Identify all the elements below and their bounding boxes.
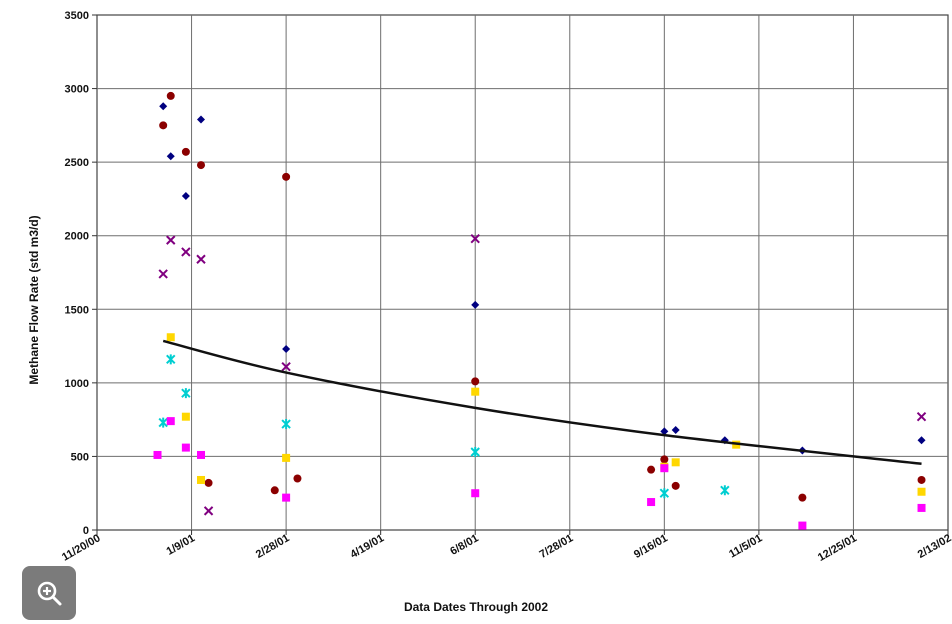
- y-tick-label: 2000: [65, 231, 89, 243]
- y-tick-label: 1500: [65, 304, 89, 316]
- data-point: [281, 361, 291, 372]
- y-tick-label: 500: [71, 451, 89, 463]
- data-point: [917, 503, 926, 512]
- trendline: [162, 339, 922, 466]
- data-point: [671, 481, 680, 490]
- data-point: [166, 354, 176, 365]
- data-point: [181, 443, 190, 452]
- data-point: [197, 475, 206, 484]
- data-point: [166, 333, 175, 342]
- data-point: [281, 419, 291, 430]
- y-axis-title: Methane Flow Rate (std m3/d): [27, 215, 41, 385]
- x-tick-label: 2/28/01: [254, 532, 292, 561]
- x-tick-label: 6/8/01: [448, 532, 480, 558]
- data-point: [471, 377, 480, 386]
- data-point: [197, 115, 206, 124]
- data-point: [158, 417, 168, 428]
- y-tick-label: 3000: [65, 84, 89, 96]
- x-tick-label: 1/9/01: [165, 532, 197, 558]
- data-point: [181, 247, 191, 257]
- y-tick-label: 2500: [65, 157, 89, 169]
- data-point: [798, 493, 807, 502]
- plot-area: [96, 14, 949, 531]
- x-axis-title: Data Dates Through 2002: [403, 600, 549, 614]
- x-tick-label: 7/28/01: [537, 532, 575, 561]
- data-point: [720, 485, 730, 496]
- y-tick-label: 1000: [65, 378, 89, 390]
- zoom-in-icon: [37, 581, 62, 606]
- x-tick-label: 12/25/01: [816, 532, 859, 564]
- data-point: [660, 464, 669, 473]
- data-point: [181, 147, 190, 156]
- x-tick-label: 4/19/01: [348, 532, 386, 561]
- data-point: [798, 521, 807, 530]
- data-point: [197, 450, 206, 459]
- data-point: [471, 300, 480, 309]
- data-point: [166, 152, 175, 161]
- data-point: [660, 455, 669, 464]
- x-tick-label: 11/5/01: [727, 532, 764, 560]
- data-point: [282, 493, 291, 502]
- x-tick-label: 9/16/01: [632, 532, 670, 561]
- data-point: [166, 417, 175, 426]
- data-point: [166, 91, 175, 100]
- data-point: [660, 427, 669, 436]
- data-point: [647, 465, 656, 474]
- data-point: [671, 425, 680, 434]
- data-point: [282, 453, 291, 462]
- data-point: [181, 191, 190, 200]
- data-point: [917, 487, 926, 496]
- data-point: [470, 447, 480, 458]
- data-point: [471, 489, 480, 498]
- data-point: [659, 488, 670, 499]
- data-point: [470, 233, 480, 244]
- data-point: [159, 102, 168, 111]
- data-point: [917, 436, 926, 445]
- data-point: [270, 486, 279, 495]
- data-point: [293, 474, 302, 483]
- data-point: [203, 506, 214, 516]
- data-point: [471, 387, 480, 396]
- data-point: [917, 475, 926, 484]
- x-tick-label: 11/20/00: [60, 532, 103, 564]
- data-point: [671, 458, 680, 467]
- data-point: [196, 254, 206, 264]
- y-tick-label: 0: [83, 525, 89, 537]
- y-tick-label: 3500: [65, 10, 89, 22]
- data-point: [647, 498, 656, 507]
- data-point: [166, 235, 176, 245]
- data-point: [197, 161, 206, 170]
- data-point: [181, 412, 190, 421]
- data-point: [282, 345, 291, 354]
- data-point: [158, 269, 168, 279]
- data-point: [916, 411, 927, 422]
- grid-lines: [92, 14, 949, 535]
- data-point: [153, 450, 162, 459]
- data-point: [159, 121, 168, 130]
- data-point: [204, 478, 213, 487]
- trendline-curve: [162, 339, 922, 466]
- data-point: [181, 388, 191, 399]
- x-tick-label: 2/13/02: [916, 532, 952, 561]
- data-point: [282, 172, 291, 181]
- zoom-button[interactable]: [22, 566, 76, 620]
